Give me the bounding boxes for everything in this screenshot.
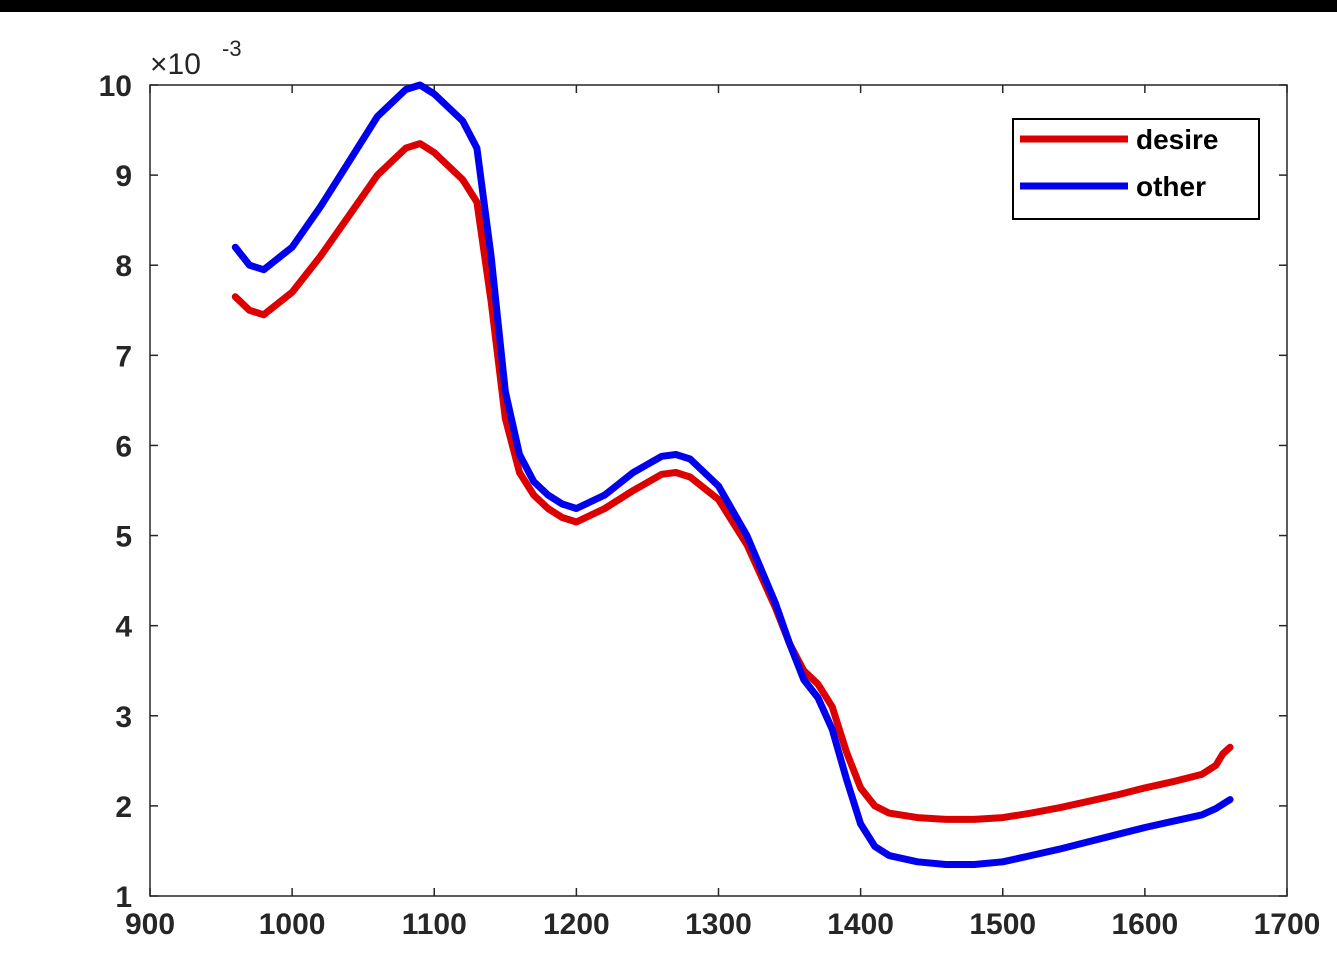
y-tick-label: 8 (115, 250, 132, 283)
axes (149, 84, 1288, 897)
series-line-other (231, 81, 1234, 868)
y-tick-label: 3 (115, 701, 132, 734)
y-tick-label: 4 (115, 611, 132, 644)
legend-label-other: other (1136, 171, 1206, 202)
y-tick-label: 1 (115, 881, 132, 914)
y-tick-label: 10 (99, 70, 132, 103)
x-tick-label: 1000 (259, 908, 326, 941)
x-tick-label: 1700 (1254, 908, 1321, 941)
x-tick-label: 1400 (827, 908, 894, 941)
figure-canvas: 900 1000 1100 1200 1300 1400 1500 1600 1700 1 2 3 4 5… (0, 12, 1337, 980)
y-multiplier-base: ×10 (150, 48, 201, 81)
x-tick-label: 1600 (1112, 908, 1179, 941)
x-tick-label: 1300 (685, 908, 752, 941)
series-line-desire (231, 140, 1234, 823)
line-chart: 900 1000 1100 1200 1300 1400 1500 1600 1700 1 2 3 4 5… (99, 36, 1321, 941)
y-multiplier-label: ×10 -3 (150, 36, 242, 81)
y-tick-label: 2 (115, 791, 132, 824)
y-tick-label: 5 (115, 521, 132, 554)
x-tick-label: 900 (125, 908, 175, 941)
y-tick-label: 9 (115, 160, 132, 193)
y-tick-label: 7 (115, 340, 132, 373)
x-tick-label: 1100 (402, 908, 467, 941)
x-tick-label: 1200 (543, 908, 610, 941)
legend: desire other (1012, 118, 1260, 220)
tick-labels: 900 1000 1100 1200 1300 1400 1500 1600 1700 1 2 3 4 5… (99, 70, 1321, 941)
y-tick-label: 6 (115, 430, 132, 463)
legend-label-desire: desire (1136, 124, 1219, 155)
x-tick-label: 1500 (969, 908, 1036, 941)
series-lines (231, 81, 1234, 868)
y-multiplier-exponent: -3 (222, 36, 242, 61)
